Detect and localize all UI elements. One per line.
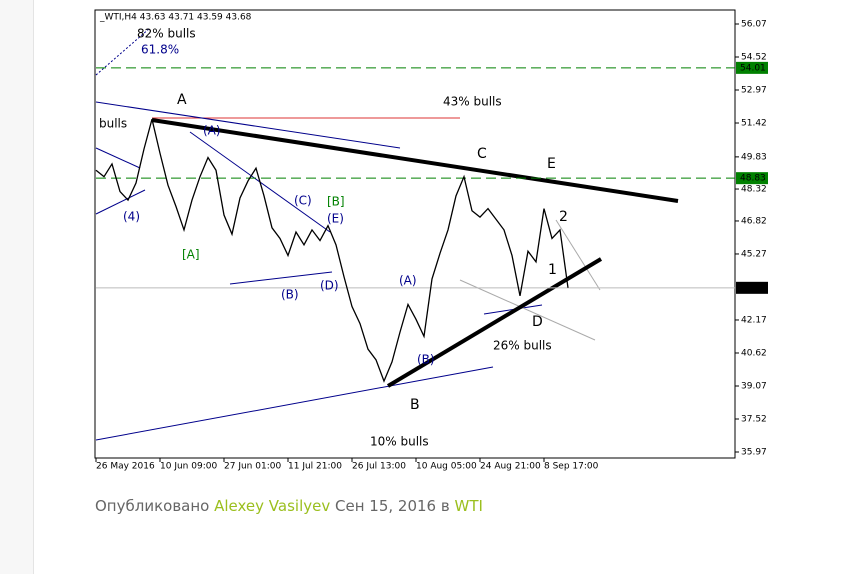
- annotation: 61.8%: [141, 43, 179, 57]
- annotation: [A]: [182, 248, 200, 262]
- annotation: B: [410, 397, 420, 413]
- y-tick-label: 35.97: [741, 448, 767, 458]
- annotation: 10% bulls: [370, 435, 429, 449]
- annotation: (C): [294, 194, 312, 208]
- level-label: 54.01: [740, 63, 766, 73]
- chart: _WTI,H4 43.63 43.71 43.59 43.68 35.97 37.…: [94, 9, 768, 472]
- y-tick-label: 52.97: [741, 86, 767, 96]
- annotation: 1: [548, 262, 557, 278]
- annotation: 82% bulls: [137, 27, 196, 41]
- x-tick-label: 24 Aug 21:00: [480, 462, 541, 472]
- y-tick-label: 51.42: [741, 119, 767, 129]
- annotation: C: [477, 146, 487, 162]
- x-tick-label: 10 Aug 05:00: [416, 462, 477, 472]
- post-meta: Опубликовано Alexey Vasilyev Сен 15, 201…: [95, 497, 483, 515]
- annotation: 26% bulls: [493, 339, 552, 353]
- x-tick-label: 27 Jun 01:00: [224, 462, 281, 472]
- x-tick-label: 26 Jul 13:00: [352, 462, 406, 472]
- tag-link[interactable]: WTI: [454, 497, 483, 515]
- annotation: [B]: [327, 195, 345, 209]
- y-tick-label: 49.83: [741, 152, 767, 162]
- annotation: (D): [320, 279, 339, 293]
- sidebar: [0, 0, 34, 574]
- y-tick-label: 48.32: [741, 185, 767, 195]
- y-tick-label: 37.52: [741, 414, 767, 424]
- prefix: Опубликовано: [95, 497, 210, 515]
- date: Сен 15, 2016 в: [335, 497, 450, 515]
- annotation: (A): [203, 124, 221, 138]
- x-tick-label: 8 Sep 17:00: [544, 462, 599, 472]
- trend-lines: [95, 27, 679, 441]
- level-label-bg: [736, 61, 768, 74]
- y-tick-label: 40.62: [741, 348, 767, 358]
- annotation: (B): [281, 288, 299, 302]
- last-price-bg: [736, 281, 768, 294]
- y-tick-label: 46.82: [741, 216, 767, 226]
- x-tick-label: 10 Jun 09:00: [160, 462, 217, 472]
- level-label: 48.83: [740, 174, 766, 184]
- y-tick-label: 56.07: [741, 20, 767, 30]
- y-tick-label: 39.07: [741, 381, 767, 391]
- plot-frame: [94, 9, 736, 459]
- y-tick-label: 42.17: [741, 315, 767, 325]
- author-link[interactable]: Alexey Vasilyev: [214, 497, 331, 515]
- annotation: 2: [559, 209, 568, 225]
- price-line: [95, 119, 569, 383]
- last-price-label: 43.68: [740, 283, 766, 293]
- annotation: (B): [417, 353, 435, 367]
- annotation: bulls: [99, 117, 127, 131]
- annotation: D: [532, 314, 543, 330]
- annotation: E: [547, 156, 556, 172]
- y-tick-label: 54.52: [741, 53, 767, 63]
- annotation: (E): [327, 212, 344, 226]
- annotation: A: [177, 92, 187, 108]
- annotation: (4): [123, 210, 140, 224]
- chart-title: _WTI,H4 43.63 43.71 43.59 43.68: [99, 13, 252, 23]
- y-tick-label: 45.27: [741, 249, 767, 259]
- x-tick-label: 11 Jul 21:00: [288, 462, 342, 472]
- x-tick-label: 26 May 2016: [96, 462, 155, 472]
- annotation: (A): [399, 274, 417, 288]
- level-label-bg: [736, 172, 768, 185]
- annotation: 43% bulls: [443, 95, 502, 109]
